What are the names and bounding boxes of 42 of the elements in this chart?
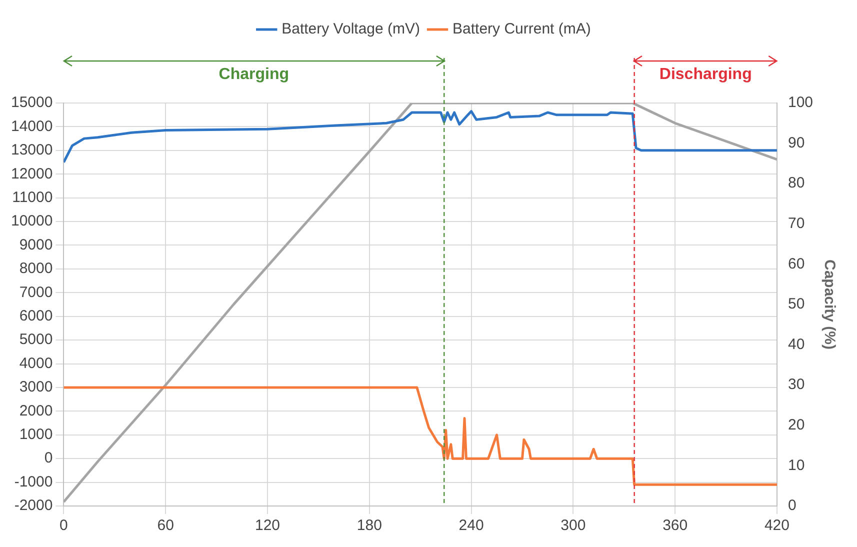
y-tick-label: 3000 [19, 378, 53, 396]
legend-label: Battery Current (mA) [452, 20, 591, 38]
y2-tick-label: 0 [788, 497, 796, 514]
y-tick-label: 9000 [19, 236, 53, 254]
text: Discharging [658, 66, 753, 84]
y2-tick-label: 90 [788, 134, 805, 152]
y-tick-label: 10000 [10, 212, 53, 230]
x-tick-label: 0 [60, 517, 68, 534]
y2-tick-label: 80 [788, 174, 805, 192]
legend-label: Battery Voltage (mV) [282, 20, 420, 38]
y2-axis-title: Capacity (%) [820, 259, 838, 350]
y-tick-label: 12000 [10, 165, 53, 182]
x-tick-label: 240 [458, 517, 484, 534]
y2-tick-label: 100 [788, 94, 814, 112]
x-tick-label: 120 [254, 517, 280, 534]
y-tick-label: 5000 [19, 331, 53, 348]
x-tick-label: 60 [157, 517, 174, 534]
y-tick-label: 14000 [10, 118, 53, 135]
y2-tick-label: 70 [788, 215, 805, 232]
y-tick-label: 11000 [12, 188, 53, 206]
y-tick-label: 8000 [19, 260, 53, 278]
text: Charging [218, 66, 290, 84]
y-tick-label: 13000 [10, 142, 53, 159]
y2-tick-label: 20 [788, 416, 805, 434]
y-tick-label: 6000 [19, 307, 53, 324]
y-tick-label: 4000 [19, 354, 53, 372]
y-tick-label: 1000 [19, 426, 53, 444]
x-tick-label: 300 [560, 517, 586, 534]
y-tick-label: -1000 [14, 473, 53, 490]
x-tick-label: 180 [356, 517, 382, 534]
y2-tick-label: 60 [788, 255, 805, 272]
y2-tick-label: 30 [788, 376, 805, 394]
y-tick-label: 7000 [19, 284, 53, 301]
y-tick-label: 0 [44, 450, 53, 467]
y2-tick-label: 10 [788, 456, 805, 474]
y-tick-label: -2000 [14, 497, 53, 514]
y2-tick-label: 50 [788, 296, 805, 313]
x-tick-label: 420 [764, 517, 790, 534]
y2-tick-label: 40 [788, 336, 805, 353]
x-tick-label: 360 [662, 517, 688, 534]
y-tick-label: 15000 [10, 94, 53, 112]
y-tick-label: 2000 [19, 402, 53, 420]
